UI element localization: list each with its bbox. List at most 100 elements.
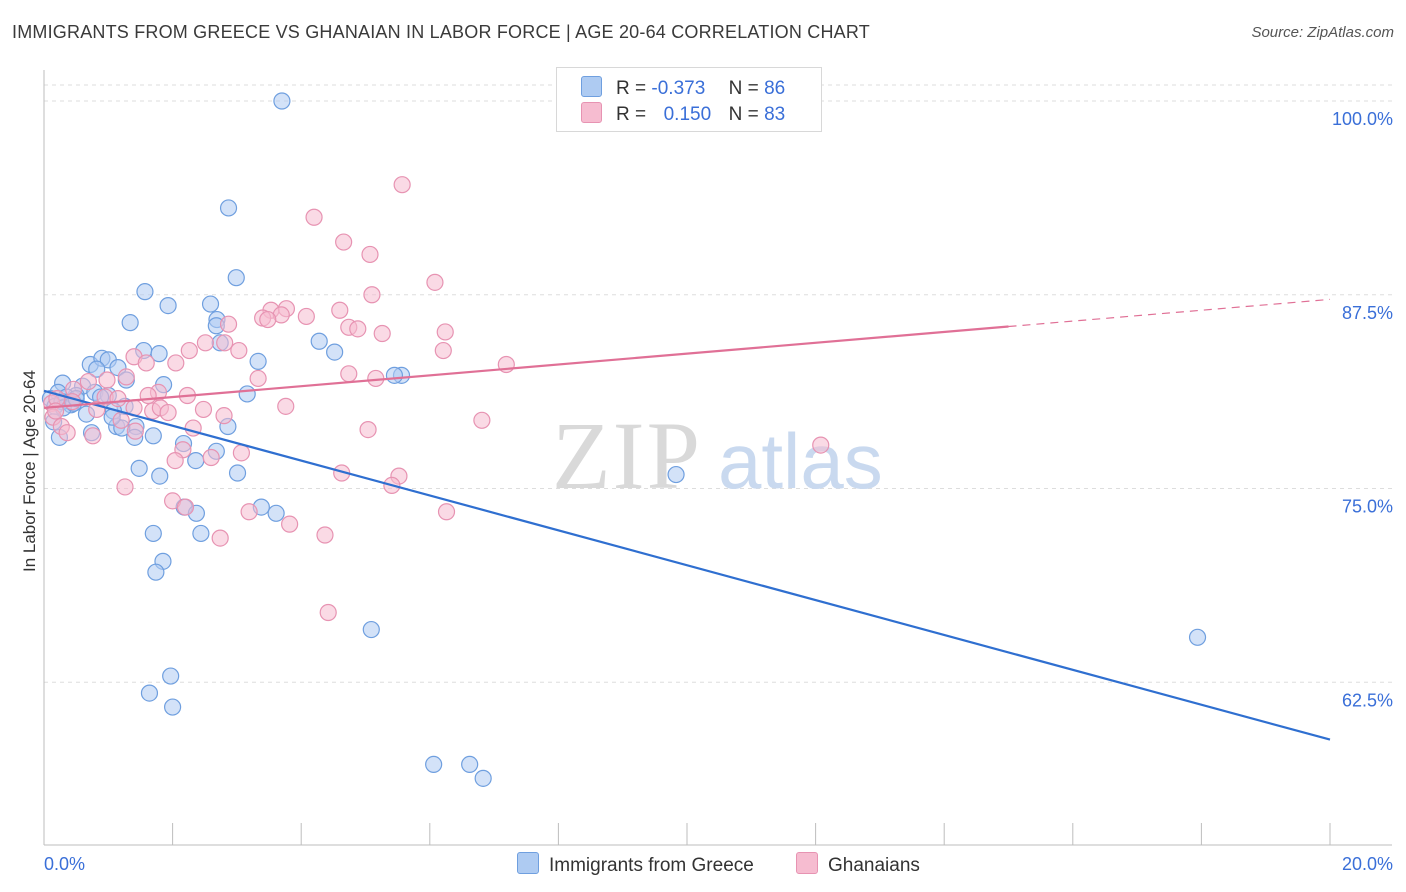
trend-line-ghanaians [43,325,1009,409]
legend: R = -0.373 N = 86 R = 0.150 N = 83 [556,67,822,132]
point-ghanaians [159,403,177,422]
point-ghanaians [126,422,144,440]
point-ghanaians [361,245,379,264]
point-ghanaians [176,498,195,516]
legend-r-value: 0.150 [663,104,712,125]
axes [43,70,1392,846]
legend-r-value: -0.373 [651,78,706,99]
point-ghanaians [281,515,299,533]
point-greece [140,684,159,702]
point-ghanaians [349,320,367,338]
y-tick-label: 87.5% [1342,303,1393,323]
point-greece [151,467,169,485]
point-ghanaians [117,368,135,386]
point-greece [144,427,162,445]
point-ghanaians [98,371,116,389]
point-ghanaians [232,444,251,462]
point-ghanaians [109,390,127,408]
point-ghanaians [216,334,234,352]
point-greece [159,297,177,315]
point-greece [227,269,245,287]
legend-n-value: 83 [764,104,786,125]
point-greece [238,385,256,403]
grid-layer [44,84,1392,683]
point-greece [136,283,154,301]
watermark: ZIP atlas [552,402,883,509]
point-ghanaians [434,341,452,360]
point-ghanaians [359,421,377,439]
legend-r-label: R = [616,104,647,125]
point-ghanaians [116,478,134,496]
point-ghanaians [215,407,233,425]
y-axis-title: In Labor Force | Age 20-64 [20,370,39,572]
bottom-legend-label-ghanaians: Ghanaians [828,855,920,876]
point-greece [425,755,443,774]
point-greece [667,465,685,484]
point-ghanaians [473,411,491,429]
point-greece [130,459,148,477]
point-ghanaians [249,369,267,388]
legend-row-greece: R = -0.373 N = 86 [581,76,785,100]
point-ghanaians [259,310,277,329]
y-tick-label: 62.5% [1342,690,1393,710]
legend-swatch-ghanaians [581,102,602,123]
point-ghanaians [58,424,76,442]
point-ghanaians [305,208,323,226]
legend-n-label: N = [728,78,759,99]
legend-swatch-greece [581,76,602,97]
point-ghanaians [331,301,349,319]
watermark-atlas: atlas [718,417,883,505]
point-greece [147,563,165,581]
trend-line-ghanaians-extension [1008,298,1331,328]
point-greece [164,698,182,716]
bottom-legend-label-greece: Immigrants from Greece [549,855,754,876]
point-ghanaians [180,341,198,360]
bottom-legend-ghanaians: Ghanaians [796,852,920,877]
legend-n-label: N = [728,104,759,125]
point-ghanaians [230,341,248,360]
legend-row-ghanaians: R = 0.150 N = 83 [581,102,785,126]
x-tick-label: 0.0% [44,854,85,874]
point-ghanaians [393,176,411,194]
point-ghanaians [426,273,444,291]
point-ghanaians [373,324,391,343]
point-greece [362,620,380,639]
point-ghanaians [219,315,238,333]
point-ghanaians [139,386,157,405]
y-tick-label: 75.0% [1342,497,1393,517]
point-greece [162,667,180,685]
point-ghanaians [167,354,185,372]
bottom-legend-swatch-ghanaians [796,852,818,874]
tick-labels: 62.5% 75.0% 87.5% 100.0% 0.0% 20.0% [44,109,1393,874]
point-greece [249,352,267,370]
point-ghanaians [137,354,155,372]
legend-r-label: R = [616,78,647,99]
point-ghanaians [277,397,295,415]
point-ghanaians [340,365,358,383]
point-ghanaians [436,323,454,341]
point-greece [219,199,238,217]
point-greece [187,452,205,470]
point-ghanaians [240,503,258,521]
trend-line-greece [43,389,1331,741]
point-greece [121,314,139,332]
point-ghanaians [363,286,381,304]
point-ghanaians [335,233,353,251]
point-greece [150,345,168,363]
point-greece [228,464,247,482]
point-ghanaians [211,529,229,547]
point-ghanaians [437,503,456,521]
point-ghanaians [112,411,130,429]
bottom-legend-swatch-greece [517,852,539,874]
bottom-legend-greece: Immigrants from Greece [517,852,754,877]
point-ghanaians [202,448,220,467]
watermark-zip: ZIP [552,402,702,509]
point-greece [1188,628,1207,646]
point-greece [201,295,220,313]
point-greece [273,92,291,110]
point-ghanaians [812,436,830,454]
point-ghanaians [84,427,102,445]
point-greece [461,755,479,774]
legend-n-value: 86 [764,78,786,99]
